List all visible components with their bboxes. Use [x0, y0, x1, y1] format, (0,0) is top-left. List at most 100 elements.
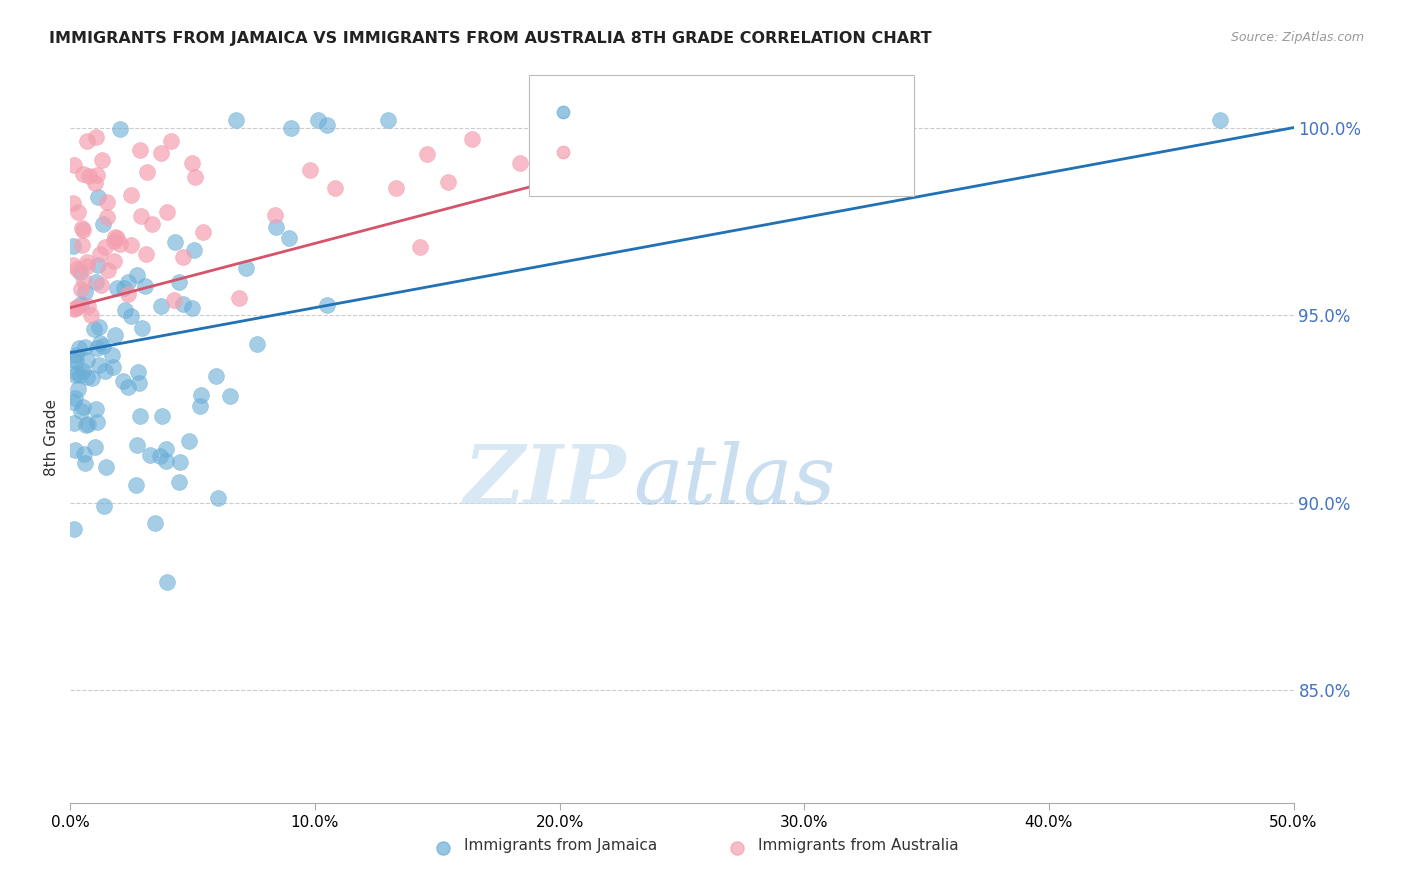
- Point: [155, 442, 177, 456]
- Point: [110, 122, 132, 136]
- Point: [149, 449, 172, 463]
- Point: [1209, 113, 1232, 128]
- Text: atlas: atlas: [633, 441, 835, 521]
- Point: [264, 219, 287, 234]
- Point: [277, 230, 299, 244]
- Text: IMMIGRANTS FROM JAMAICA VS IMMIGRANTS FROM AUSTRALIA 8TH GRADE CORRELATION CHART: IMMIGRANTS FROM JAMAICA VS IMMIGRANTS FR…: [49, 31, 932, 46]
- Point: [120, 187, 142, 202]
- Point: [70, 237, 93, 252]
- Point: [1045, 326, 1067, 341]
- Point: [280, 120, 302, 135]
- Point: [62, 416, 84, 430]
- Text: R = 0.290: R = 0.290: [588, 103, 671, 120]
- Point: [72, 221, 94, 235]
- Point: [66, 382, 89, 396]
- Point: [84, 275, 107, 289]
- Point: [67, 342, 90, 356]
- Text: N = 95: N = 95: [755, 103, 813, 120]
- Point: [415, 147, 437, 161]
- Point: [72, 401, 94, 415]
- Point: [225, 113, 247, 128]
- Point: [117, 380, 139, 394]
- Point: [77, 169, 100, 184]
- Point: [72, 223, 94, 237]
- Point: [509, 156, 531, 170]
- Point: [1045, 533, 1067, 548]
- Point: [72, 364, 94, 378]
- Point: [150, 409, 173, 424]
- Point: [86, 258, 108, 272]
- Point: [86, 190, 108, 204]
- Point: [76, 369, 98, 384]
- Point: [62, 258, 84, 272]
- Point: [76, 417, 98, 431]
- Point: [139, 448, 162, 462]
- Point: [75, 340, 97, 354]
- Point: [264, 208, 287, 222]
- Point: [63, 443, 86, 458]
- Point: [86, 415, 108, 429]
- Point: [73, 447, 96, 461]
- Text: ZIP: ZIP: [464, 441, 627, 521]
- Point: [149, 146, 172, 161]
- Point: [377, 113, 399, 128]
- Text: N = 67: N = 67: [755, 143, 813, 161]
- Point: [66, 300, 89, 314]
- Point: [72, 167, 94, 181]
- Point: [104, 230, 127, 244]
- Point: [141, 218, 163, 232]
- Point: [105, 281, 128, 295]
- Point: [101, 349, 124, 363]
- Point: [460, 132, 482, 146]
- Point: [63, 368, 86, 382]
- Point: [128, 376, 150, 390]
- Point: [108, 237, 131, 252]
- Point: [167, 275, 190, 289]
- Point: [83, 440, 105, 454]
- Point: [93, 364, 115, 378]
- Point: [156, 205, 179, 219]
- Point: [90, 278, 112, 293]
- Point: [103, 254, 125, 268]
- Text: Source: ZipAtlas.com: Source: ZipAtlas.com: [1230, 31, 1364, 45]
- Point: [93, 499, 115, 513]
- Point: [66, 262, 89, 277]
- Point: [165, 235, 187, 250]
- Point: [73, 285, 96, 300]
- Point: [97, 262, 120, 277]
- Point: [134, 279, 156, 293]
- Point: [609, 113, 631, 128]
- Point: [69, 368, 91, 382]
- Point: [94, 240, 117, 254]
- Point: [129, 143, 152, 157]
- Point: [76, 259, 98, 273]
- Point: [184, 169, 207, 184]
- Point: [62, 522, 84, 536]
- Point: [167, 475, 190, 489]
- Point: [84, 130, 107, 145]
- Point: [163, 293, 186, 307]
- Point: [188, 400, 211, 414]
- Point: [160, 134, 183, 148]
- Point: [120, 310, 142, 324]
- Point: [63, 301, 86, 316]
- Point: [91, 338, 114, 352]
- Point: [65, 348, 87, 362]
- Point: [207, 491, 229, 505]
- Point: [169, 455, 191, 469]
- Point: [219, 389, 242, 403]
- Point: [80, 308, 103, 322]
- Point: [205, 368, 228, 383]
- Point: [125, 478, 148, 492]
- Point: [307, 113, 329, 128]
- Point: [228, 291, 250, 305]
- Point: [686, 113, 709, 128]
- Point: [235, 261, 257, 276]
- Point: [62, 395, 84, 409]
- Point: [544, 113, 567, 128]
- Point: [101, 359, 124, 374]
- Point: [114, 302, 136, 317]
- Point: [117, 275, 139, 289]
- Point: [65, 301, 87, 316]
- Point: [70, 403, 93, 417]
